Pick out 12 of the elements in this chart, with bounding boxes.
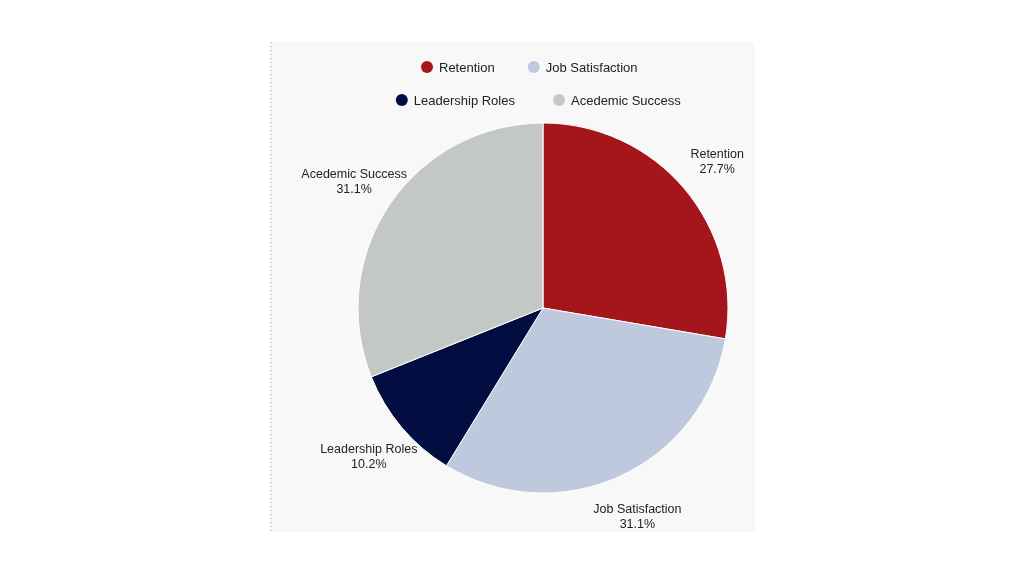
legend-label: Leadership Roles [413,92,516,108]
slice-label: Job Satisfaction [593,502,682,517]
data-label: 27.7% [699,162,735,177]
legend-label: Acedemic Success [571,92,682,108]
data-label: 31.1% [619,517,656,532]
legend-label: Retention [439,59,495,75]
slice-label: Leadership Roles [320,441,418,456]
legend-label: Job Satisfaction [545,59,638,75]
slice-label: Acedemic Success [301,166,407,181]
data-label: 10.2% [351,456,387,471]
slice-label: Retention [690,147,744,162]
data-label: 31.1% [336,181,372,196]
